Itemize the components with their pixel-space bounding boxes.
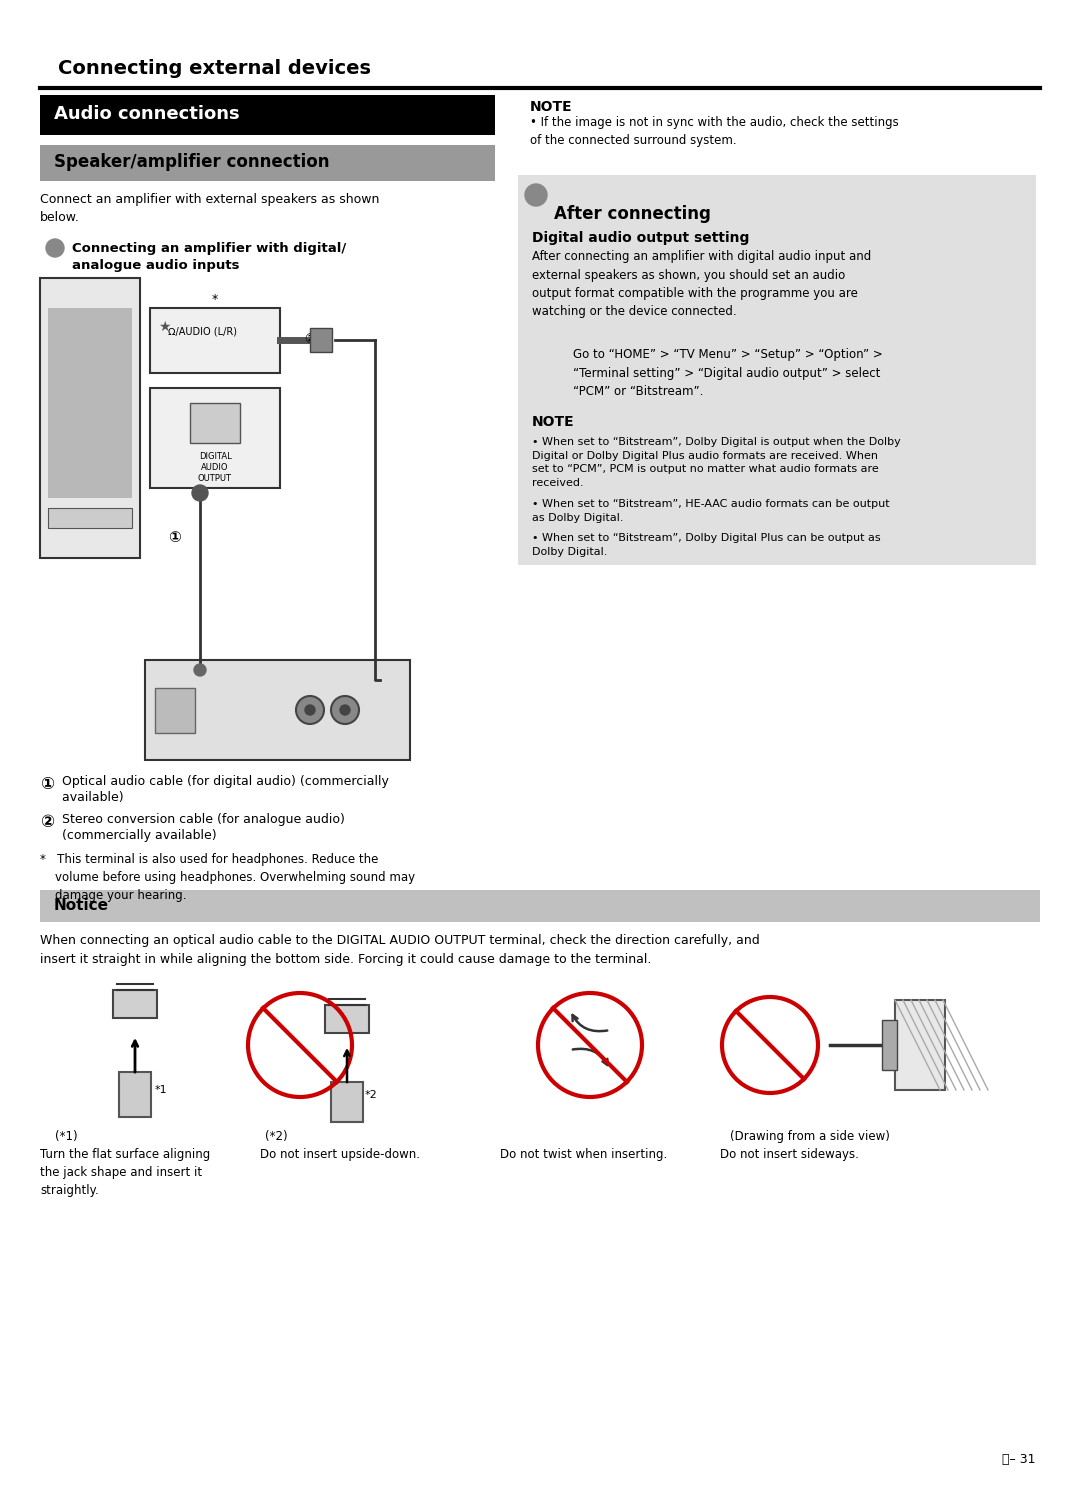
Text: (*2): (*2) [265, 1130, 287, 1144]
Circle shape [305, 705, 315, 716]
Circle shape [194, 663, 206, 675]
Text: • When set to “Bitstream”, Dolby Digital Plus can be output as
Dolby Digital.: • When set to “Bitstream”, Dolby Digital… [532, 532, 880, 556]
Text: ②: ② [305, 332, 315, 346]
Bar [150, 309, 280, 373]
Text: Ω/AUDIO (L/R): Ω/AUDIO (L/R) [168, 327, 237, 335]
Bar [895, 1000, 945, 1090]
Text: After connecting: After connecting [554, 204, 711, 224]
Bar [119, 1072, 151, 1117]
Text: Connecting an amplifier with digital/
analogue audio inputs: Connecting an amplifier with digital/ an… [72, 242, 347, 271]
Text: *2: *2 [365, 1090, 378, 1100]
Text: Audio connections: Audio connections [54, 104, 240, 122]
Bar [40, 890, 1040, 921]
Text: ⓔ– 31: ⓔ– 31 [1001, 1454, 1035, 1466]
Text: Digital audio output setting: Digital audio output setting [532, 231, 750, 245]
Bar [40, 145, 495, 180]
Bar [40, 277, 140, 558]
Bar [518, 174, 1036, 565]
Bar [882, 1020, 897, 1071]
Text: ★: ★ [158, 321, 171, 334]
Text: After connecting an amplifier with digital audio input and
external speakers as : After connecting an amplifier with digit… [532, 250, 872, 319]
Text: • When set to “Bitstream”, HE-AAC audio formats can be output
as Dolby Digital.: • When set to “Bitstream”, HE-AAC audio … [532, 499, 890, 523]
Bar [330, 1082, 363, 1123]
Text: Connecting external devices: Connecting external devices [58, 60, 372, 78]
Text: ②: ② [40, 813, 54, 830]
Text: *   This terminal is also used for headphones. Reduce the
    volume before usin: * This terminal is also used for headpho… [40, 853, 415, 902]
Text: NOTE: NOTE [530, 100, 572, 113]
Bar [48, 309, 132, 498]
Circle shape [296, 696, 324, 725]
Bar [310, 328, 332, 352]
Text: Do not insert sideways.: Do not insert sideways. [720, 1148, 859, 1161]
Text: available): available) [58, 792, 123, 804]
Text: DIGITAL
AUDIO
OUTPUT: DIGITAL AUDIO OUTPUT [198, 452, 232, 483]
Text: (*1): (*1) [55, 1130, 78, 1144]
Text: Do not insert upside-down.: Do not insert upside-down. [260, 1148, 420, 1161]
Text: (commercially available): (commercially available) [58, 829, 217, 842]
Text: NOTE: NOTE [532, 414, 575, 429]
Bar [325, 1005, 369, 1033]
Text: *1: *1 [156, 1085, 167, 1094]
Bar [150, 388, 280, 488]
Circle shape [46, 239, 64, 256]
Bar [113, 990, 157, 1018]
Text: Optical audio cable (for digital audio) (commercially: Optical audio cable (for digital audio) … [58, 775, 389, 789]
Text: • When set to “Bitstream”, Dolby Digital is output when the Dolby
Digital or Dol: • When set to “Bitstream”, Dolby Digital… [532, 437, 901, 488]
Circle shape [330, 696, 359, 725]
Text: ①: ① [40, 775, 54, 793]
Bar [40, 95, 495, 136]
Text: Notice: Notice [54, 898, 109, 912]
Text: Speaker/amplifier connection: Speaker/amplifier connection [54, 154, 329, 171]
Circle shape [340, 705, 350, 716]
Text: • If the image is not in sync with the audio, check the settings
of the connecte: • If the image is not in sync with the a… [530, 116, 899, 148]
Text: Go to “HOME” > “TV Menu” > “Setup” > “Option” >
“Terminal setting” > “Digital au: Go to “HOME” > “TV Menu” > “Setup” > “Op… [573, 347, 882, 398]
Text: Turn the flat surface aligning
the jack shape and insert it
straightly.: Turn the flat surface aligning the jack … [40, 1148, 211, 1197]
Text: Connect an amplifier with external speakers as shown
below.: Connect an amplifier with external speak… [40, 192, 379, 224]
Circle shape [192, 485, 208, 501]
Text: ①: ① [168, 529, 181, 546]
Text: (Drawing from a side view): (Drawing from a side view) [730, 1130, 890, 1144]
Circle shape [525, 183, 546, 206]
Text: Stereo conversion cable (for analogue audio): Stereo conversion cable (for analogue au… [58, 813, 345, 826]
Bar [48, 508, 132, 528]
Text: *: * [212, 294, 218, 306]
Text: When connecting an optical audio cable to the DIGITAL AUDIO OUTPUT terminal, che: When connecting an optical audio cable t… [40, 933, 759, 966]
Bar [145, 661, 410, 760]
Bar [156, 687, 195, 734]
Text: Do not twist when inserting.: Do not twist when inserting. [500, 1148, 667, 1161]
Bar [190, 403, 240, 443]
